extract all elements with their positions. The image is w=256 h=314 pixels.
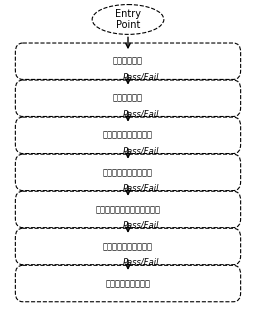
Text: 频率容限测试: 频率容限测试 [113,94,143,103]
Text: Pass/Fail: Pass/Fail [123,258,159,267]
Text: Pass/Fail: Pass/Fail [123,184,159,192]
FancyBboxPatch shape [15,228,241,265]
FancyBboxPatch shape [15,117,241,154]
Text: Pass/Fail: Pass/Fail [123,110,159,118]
FancyBboxPatch shape [15,43,241,79]
Text: 发射机带内漏欢功率密度测试: 发射机带内漏欢功率密度测试 [95,205,161,214]
Text: Entry
Point: Entry Point [115,9,141,30]
Text: 发射机迟迟中心定测试: 发射机迟迟中心定测试 [103,242,153,251]
FancyBboxPatch shape [15,191,241,228]
Text: 发射功率测试: 发射功率测试 [113,57,143,66]
FancyBboxPatch shape [15,80,241,116]
FancyBboxPatch shape [15,154,241,191]
Text: 占用信道频率精度测试: 占用信道频率精度测试 [103,168,153,177]
Text: 发射机与接收机测试: 发射机与接收机测试 [105,279,151,288]
Text: Pass/Fail: Pass/Fail [123,221,159,230]
Text: Pass/Fail: Pass/Fail [123,147,159,155]
Ellipse shape [92,4,164,35]
FancyBboxPatch shape [15,265,241,302]
Text: Pass/Fail: Pass/Fail [123,73,159,81]
Text: 发射中心频率精度测试: 发射中心频率精度测试 [103,131,153,140]
